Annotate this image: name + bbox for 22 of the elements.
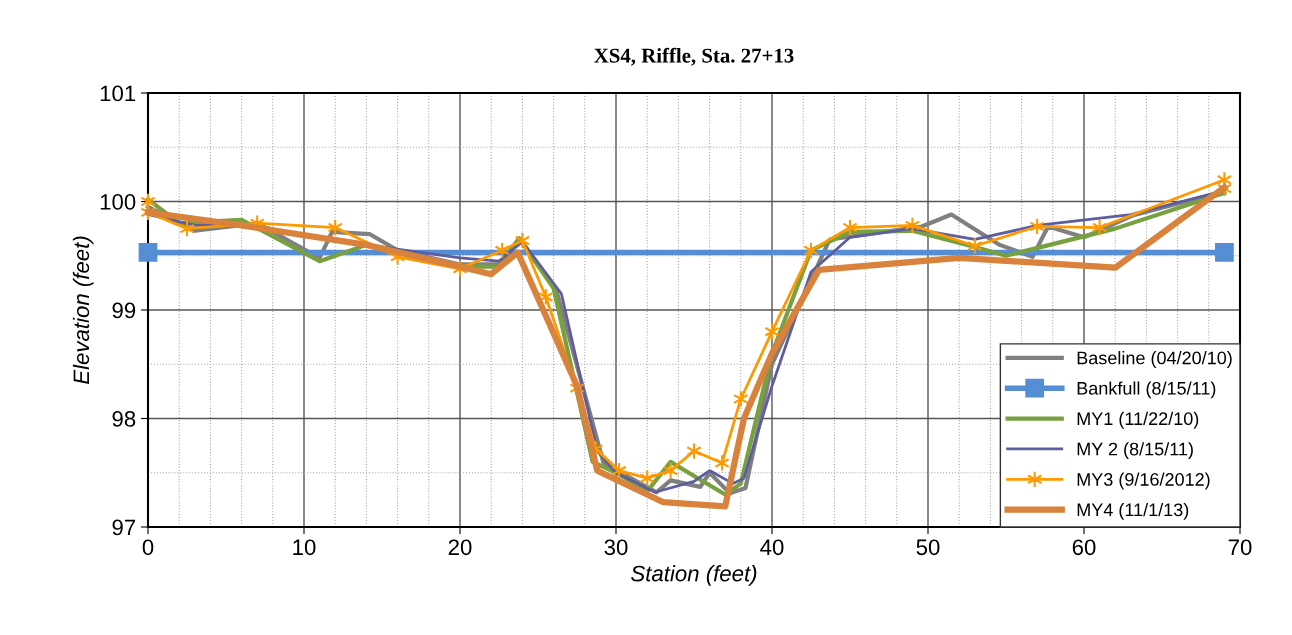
y-tick-label: 101	[100, 85, 136, 102]
x-tick-label: 40	[760, 539, 784, 556]
legend-label: MY4 (11/1/13)	[1077, 502, 1189, 520]
x-tick-label: 0	[142, 539, 154, 556]
chart-title: XS4, Riffle, Sta. 27+13	[594, 47, 794, 66]
y-tick-label: 98	[112, 411, 136, 427]
y-tick-label: 99	[112, 302, 136, 319]
x-tick-label: 10	[293, 539, 316, 556]
y-tick-label: 97	[112, 519, 136, 536]
x-tick-label: 50	[916, 539, 940, 556]
x-tick-label: 70	[1228, 539, 1252, 556]
legend-label: Bankfull (8/15/11)	[1077, 381, 1216, 399]
legend-label: MY3 (9/16/2012)	[1077, 472, 1210, 490]
x-tick-label: 20	[448, 539, 472, 556]
legend-label: Baseline (04/20/10)	[1077, 351, 1232, 368]
x-axis-title: Station (feet)	[631, 565, 757, 586]
y-tick-label: 100	[100, 194, 136, 210]
x-tick-label: 60	[1072, 539, 1096, 556]
x-tick-label: 30	[604, 539, 628, 556]
legend-label: MY 2 (8/15/11)	[1077, 442, 1193, 460]
y-axis-title: Elevation (feet)	[72, 236, 94, 385]
legend-label: MY1 (11/22/10)	[1077, 411, 1199, 429]
